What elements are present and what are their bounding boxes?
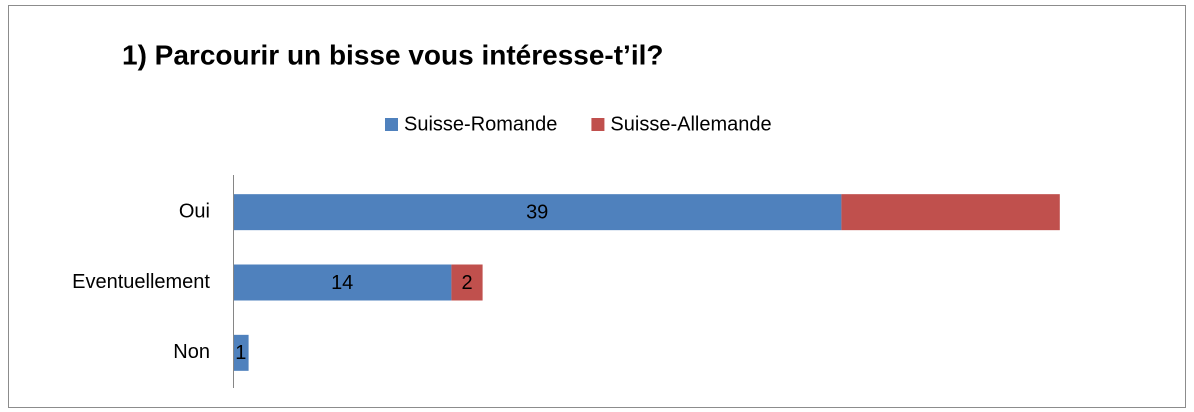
data-label: 14 (331, 272, 353, 294)
bar (233, 264, 452, 301)
bar (841, 194, 1060, 231)
legend-label: Suisse-Romande (404, 113, 557, 135)
legend-label: Suisse-Allemande (610, 113, 771, 135)
bar (233, 194, 842, 231)
y-tick-label: Non (173, 341, 210, 363)
data-label: 2 (461, 272, 472, 294)
data-label: 39 (526, 201, 548, 223)
legend-swatch (591, 118, 605, 131)
y-tick-label: Eventuellement (72, 271, 210, 293)
chart-title: 1) Parcourir un bisse vous intéresse-t’i… (122, 39, 664, 70)
bar (451, 264, 483, 301)
data-label: 1 (235, 342, 246, 364)
bar (233, 334, 249, 371)
legend-swatch (385, 118, 398, 131)
y-tick-label: Oui (179, 200, 210, 222)
